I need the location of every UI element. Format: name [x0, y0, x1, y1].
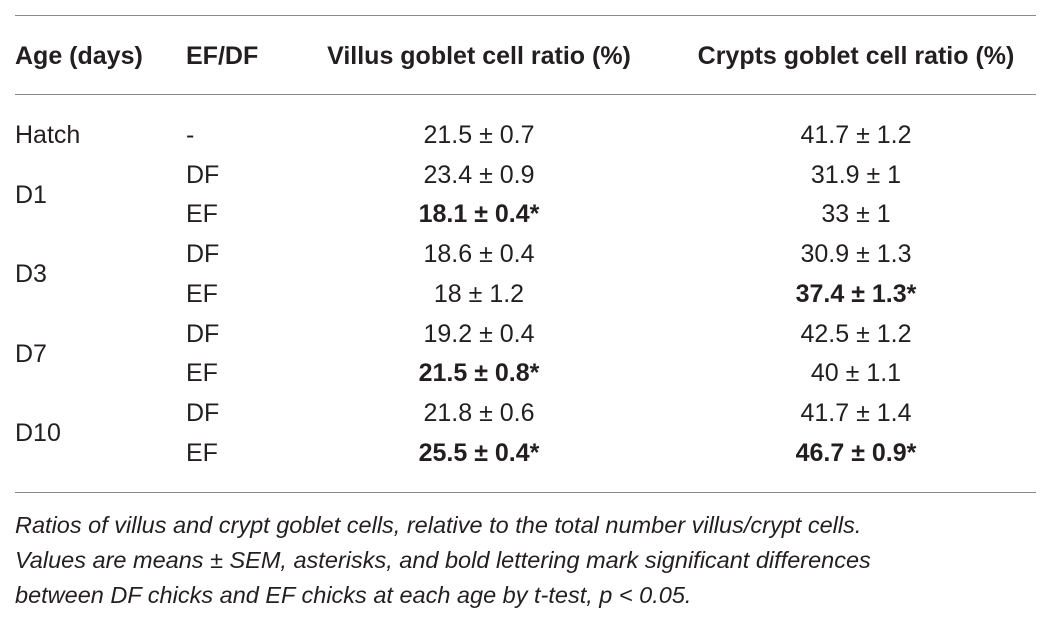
efdf-cell: -: [186, 121, 195, 149]
header-efdf: EF/DF: [186, 42, 259, 70]
age-label-d1: D1: [15, 181, 47, 209]
header-crypts: Crypts goblet cell ratio (%): [697, 42, 1015, 70]
efdf-cell: EF: [186, 359, 218, 387]
villus-ratio-cell: 19.2 ± 0.4: [423, 320, 535, 348]
crypts-ratio-cell: 42.5 ± 1.2: [800, 320, 912, 348]
crypts-ratio-cell: 33 ± 1: [821, 200, 891, 228]
table-caption: Ratios of villus and crypt goblet cells,…: [15, 508, 1036, 613]
villus-ratio-cell: 21.5 ± 0.7: [423, 121, 535, 149]
crypts-ratio-cell: 41.7 ± 1.4: [800, 399, 912, 427]
villus-ratio-cell: 21.8 ± 0.6: [423, 399, 535, 427]
crypts-ratio-cell: 41.7 ± 1.2: [800, 121, 912, 149]
efdf-cell: DF: [186, 399, 220, 427]
age-label-d7: D7: [15, 340, 47, 368]
age-label-hatch: Hatch: [15, 121, 81, 149]
crypts-ratio-cell: 46.7 ± 0.9*: [795, 439, 917, 467]
efdf-cell: EF: [186, 200, 218, 228]
villus-ratio-cell: 21.5 ± 0.8*: [418, 359, 540, 387]
age-label-d10: D10: [15, 419, 61, 447]
age-label-d3: D3: [15, 260, 47, 288]
crypts-ratio-cell: 37.4 ± 1.3*: [795, 280, 917, 308]
villus-ratio-cell: 25.5 ± 0.4*: [418, 439, 540, 467]
crypts-ratio-cell: 31.9 ± 1: [810, 161, 902, 189]
header-age: Age (days): [15, 42, 143, 70]
header-villus: Villus goblet cell ratio (%): [327, 42, 631, 70]
efdf-cell: EF: [186, 439, 218, 467]
efdf-cell: DF: [186, 320, 220, 348]
table-top-rule: [15, 15, 1036, 16]
efdf-cell: EF: [186, 280, 218, 308]
crypts-ratio-cell: 40 ± 1.1: [810, 359, 902, 387]
villus-ratio-cell: 18 ± 1.2: [433, 280, 525, 308]
caption-line-2: Values are means ± SEM, asterisks, and b…: [15, 547, 871, 573]
crypts-ratio-cell: 30.9 ± 1.3: [800, 240, 912, 268]
caption-line-3: between DF chicks and EF chicks at each …: [15, 582, 692, 608]
villus-ratio-cell: 23.4 ± 0.9: [423, 161, 535, 189]
header-rule: [15, 94, 1036, 95]
villus-ratio-cell: 18.6 ± 0.4: [423, 240, 535, 268]
efdf-cell: DF: [186, 161, 220, 189]
table-bottom-rule: [15, 492, 1036, 493]
villus-ratio-cell: 18.1 ± 0.4*: [418, 200, 540, 228]
efdf-cell: DF: [186, 240, 220, 268]
caption-line-1: Ratios of villus and crypt goblet cells,…: [15, 512, 862, 538]
